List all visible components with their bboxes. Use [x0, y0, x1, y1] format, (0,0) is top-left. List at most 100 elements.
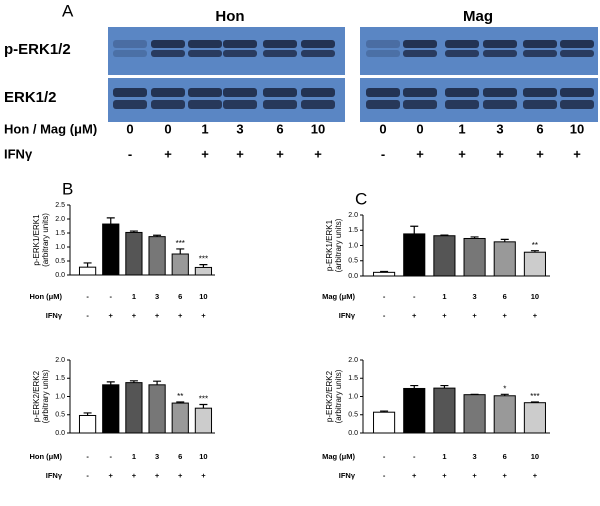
x-tick-label: 6 [178, 452, 182, 461]
treatment-sign: + [132, 471, 137, 480]
treatment-sign: + [155, 311, 160, 320]
x-tick-label: 1 [132, 452, 136, 461]
treatment-sign: + [472, 471, 477, 480]
dose-label: 3 [236, 121, 243, 136]
y-tick-label: 1.5 [348, 375, 358, 382]
blot-strip [360, 78, 598, 122]
x-tick-label: 6 [503, 292, 507, 301]
band [403, 100, 437, 109]
significance: *** [199, 255, 208, 264]
treatment-sign: + [178, 311, 183, 320]
group-title: Mag [463, 8, 493, 25]
bar [148, 384, 166, 434]
treatment-sign: + [201, 311, 206, 320]
row-label: ERK1/2 [4, 89, 57, 106]
y-tick-label: 1.5 [55, 230, 65, 237]
error-bar [500, 238, 509, 242]
band [188, 88, 222, 97]
treatment-sign: + [314, 146, 322, 161]
y-axis-units: (arbitrary units) [334, 218, 343, 272]
band [366, 40, 400, 48]
band [223, 100, 257, 109]
y-axis-label: p-ERK2/ERK2 [325, 370, 334, 422]
bar [403, 387, 426, 434]
y-tick-label: 0.0 [55, 272, 65, 279]
error-bar [199, 403, 208, 409]
band [560, 50, 594, 57]
band [188, 40, 222, 48]
bar [463, 394, 486, 434]
y-tick-label: 1.5 [55, 375, 65, 382]
x-tick-label: 10 [199, 452, 207, 461]
band [523, 88, 557, 97]
error-bar [530, 250, 539, 253]
x-axis-label: Mag (μM) [322, 452, 355, 461]
band [263, 50, 297, 57]
treatment-sign: + [276, 146, 284, 161]
treatment-sign: + [442, 311, 447, 320]
bar [523, 402, 546, 434]
blot-strip [360, 27, 598, 75]
error-bar [153, 234, 162, 237]
bar [102, 223, 120, 276]
y-tick-label: 1.0 [55, 244, 65, 251]
row-label: p-ERK1/2 [4, 41, 71, 58]
x-tick-label: - [383, 452, 386, 461]
y-tick-label: 2.0 [55, 216, 65, 223]
y-axis-label: p-ERK1/ERK1 [32, 214, 41, 266]
bar [194, 407, 213, 434]
bar [433, 235, 456, 277]
x-tick-label: 3 [472, 292, 476, 301]
treatment-sign: + [503, 311, 508, 320]
band [188, 50, 222, 57]
significance: ** [177, 392, 183, 401]
band [366, 88, 400, 97]
band [223, 40, 257, 48]
y-tick-label: 2.5 [55, 202, 65, 209]
dose-label: 6 [276, 121, 283, 136]
error-bar [129, 230, 138, 233]
x-tick-label: 10 [531, 452, 539, 461]
dose-label: 1 [201, 121, 208, 136]
dose-label: 3 [496, 121, 503, 136]
y-axis-units: (arbitrary units) [41, 213, 50, 267]
group-title: Hon [215, 8, 244, 25]
treatment-sign: + [533, 311, 538, 320]
x-tick-label: 1 [132, 292, 136, 301]
x-tick-label: - [413, 292, 416, 301]
error-bar [176, 401, 185, 404]
band [263, 100, 297, 109]
y-tick-label: 0.0 [55, 430, 65, 437]
bar [102, 384, 120, 434]
y-tick-label: 0.5 [348, 258, 358, 265]
y-tick-label: 0.5 [55, 258, 65, 265]
dose-label: 1 [458, 121, 465, 136]
y-tick-label: 1.0 [348, 242, 358, 249]
treatment-label: IFNγ [339, 471, 356, 480]
bar [125, 382, 143, 434]
treatment-sign: + [503, 471, 508, 480]
x-tick-label: - [86, 452, 89, 461]
y-tick-label: 2.0 [348, 212, 358, 219]
treatment-label: IFNγ [4, 146, 33, 161]
dose-label: 0 [379, 121, 386, 136]
error-bar [129, 380, 138, 383]
band [151, 40, 185, 48]
bar [523, 251, 546, 277]
bar [403, 233, 426, 277]
treatment-sign: + [201, 471, 206, 480]
bar [171, 253, 189, 276]
dose-label: 0 [126, 121, 133, 136]
x-tick-label: - [110, 452, 113, 461]
bar [373, 271, 396, 277]
error-bar [380, 270, 389, 273]
band [151, 88, 185, 97]
error-bar [500, 393, 509, 396]
dose-label: Hon / Mag (μM) [4, 121, 97, 136]
band [483, 50, 517, 57]
treatment-sign: + [109, 471, 114, 480]
x-tick-label: 3 [155, 292, 159, 301]
y-tick-label: 2.0 [348, 357, 358, 364]
band [113, 100, 147, 109]
